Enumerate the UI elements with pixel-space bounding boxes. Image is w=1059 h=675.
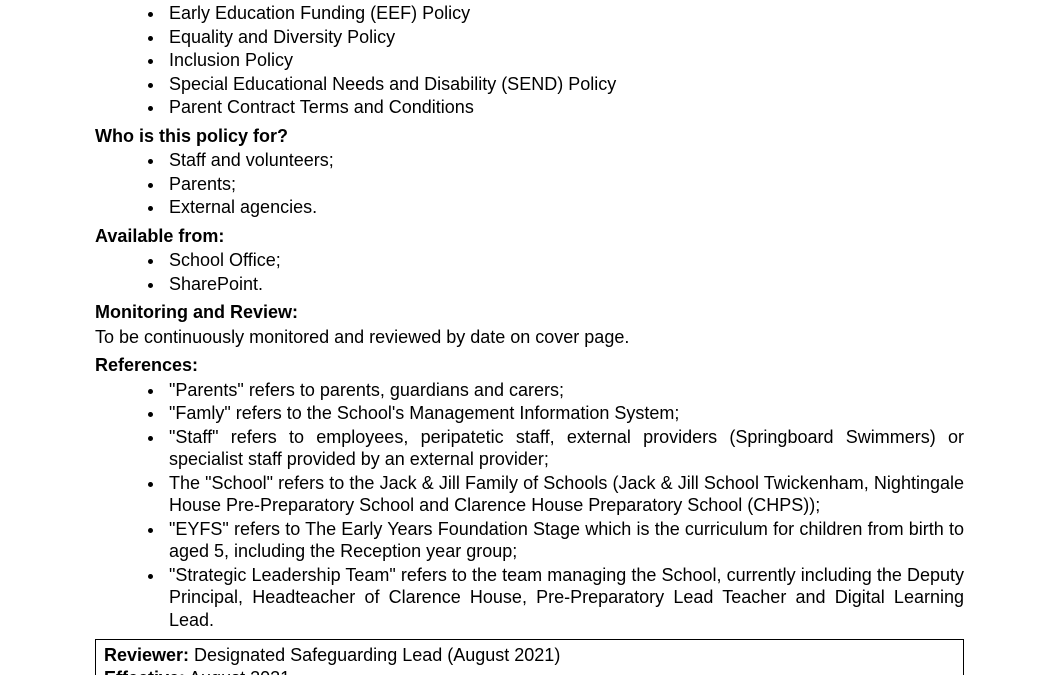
list-item: The "School" refers to the Jack & Jill F…: [165, 472, 964, 517]
effective-label: Effective:: [104, 668, 185, 675]
list-item: "EYFS" refers to The Early Years Foundat…: [165, 518, 964, 563]
list-item: SharePoint.: [165, 273, 964, 296]
who-for-heading: Who is this policy for?: [95, 125, 964, 148]
who-for-list: Staff and volunteers; Parents; External …: [95, 149, 964, 219]
list-item: Parents;: [165, 173, 964, 196]
top-bullet-list: Early Education Funding (EEF) Policy Equ…: [95, 2, 964, 119]
available-from-heading: Available from:: [95, 225, 964, 248]
reviewer-value: Designated Safeguarding Lead (August 202…: [189, 645, 560, 665]
document-page: Early Education Funding (EEF) Policy Equ…: [0, 0, 1059, 675]
monitoring-text: To be continuously monitored and reviewe…: [95, 326, 964, 349]
list-item: Equality and Diversity Policy: [165, 26, 964, 49]
list-item: External agencies.: [165, 196, 964, 219]
references-list: "Parents" refers to parents, guardians a…: [95, 379, 964, 632]
list-item: "Strategic Leadership Team" refers to th…: [165, 564, 964, 632]
list-item: "Famly" refers to the School's Managemen…: [165, 402, 964, 425]
list-item: Inclusion Policy: [165, 49, 964, 72]
available-from-list: School Office; SharePoint.: [95, 249, 964, 295]
list-item: Parent Contract Terms and Conditions: [165, 96, 964, 119]
list-item: Staff and volunteers;: [165, 149, 964, 172]
list-item: School Office;: [165, 249, 964, 272]
reviewer-label: Reviewer:: [104, 645, 189, 665]
list-item: Special Educational Needs and Disability…: [165, 73, 964, 96]
effective-value: August 2021: [185, 668, 290, 675]
reviewer-line: Reviewer: Designated Safeguarding Lead (…: [104, 644, 955, 667]
list-item: "Staff" refers to employees, peripatetic…: [165, 426, 964, 471]
list-item: Early Education Funding (EEF) Policy: [165, 2, 964, 25]
monitoring-heading: Monitoring and Review:: [95, 301, 964, 324]
references-heading: References:: [95, 354, 964, 377]
reviewer-box: Reviewer: Designated Safeguarding Lead (…: [95, 639, 964, 675]
effective-line: Effective: August 2021: [104, 667, 955, 675]
list-item: "Parents" refers to parents, guardians a…: [165, 379, 964, 402]
